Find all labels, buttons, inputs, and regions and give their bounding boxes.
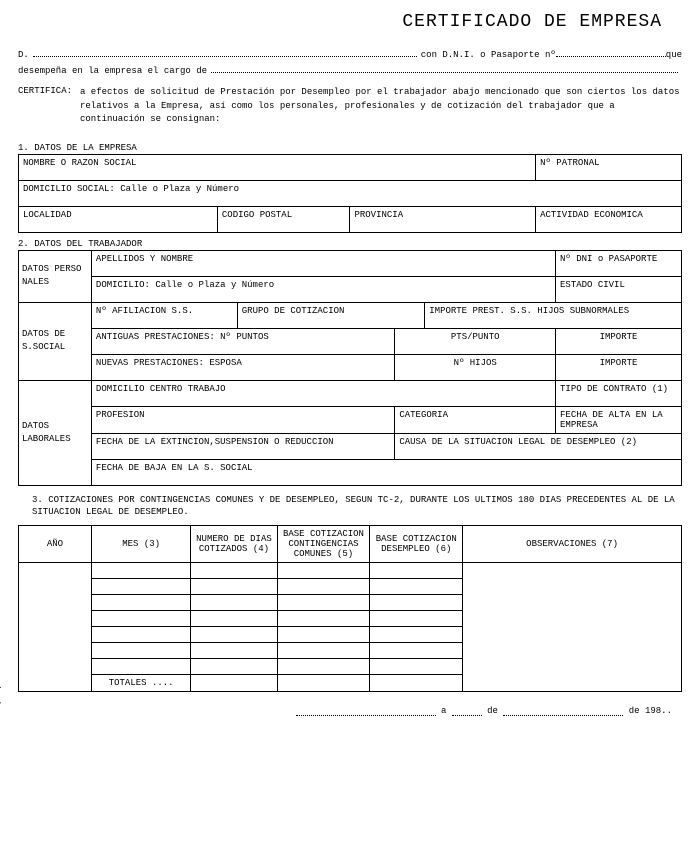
- cell[interactable]: [191, 562, 277, 578]
- cell[interactable]: [191, 626, 277, 642]
- cell[interactable]: [191, 674, 277, 691]
- fill-dots[interactable]: [296, 707, 436, 716]
- cargo-label: desempeña en la empresa el cargo de: [18, 66, 207, 76]
- cell[interactable]: [191, 610, 277, 626]
- cell-importe2[interactable]: IMPORTE: [556, 354, 682, 380]
- cell[interactable]: [370, 642, 463, 658]
- cell-profesion[interactable]: PROFESION: [91, 406, 394, 433]
- sig-de1: de: [487, 706, 498, 716]
- cell[interactable]: [191, 578, 277, 594]
- table-empresa: NOMBRE O RAZON SOCIAL Nº PATRONAL DOMICI…: [18, 154, 682, 233]
- cell[interactable]: [91, 610, 190, 626]
- cell-nuevas[interactable]: NUEVAS PRESTACIONES: ESPOSA: [91, 354, 394, 380]
- cell-baja[interactable]: FECHA DE BAJA EN LA S. SOCIAL: [91, 459, 681, 485]
- form-model-label: Mod. PR/2 (IV)-3-85: [0, 657, 2, 760]
- cell-hijos[interactable]: Nº HIJOS: [395, 354, 556, 380]
- cell[interactable]: [277, 610, 370, 626]
- cell[interactable]: [370, 674, 463, 691]
- cell-causa[interactable]: CAUSA DE LA SITUACION LEGAL DE DESEMPLEO…: [395, 433, 682, 459]
- cell[interactable]: [191, 658, 277, 674]
- cell[interactable]: [91, 642, 190, 658]
- cell[interactable]: [91, 562, 190, 578]
- line-cargo: desempeña en la empresa el cargo de: [18, 64, 682, 76]
- cell-obs[interactable]: [463, 562, 682, 691]
- cell[interactable]: [370, 578, 463, 594]
- cell[interactable]: [191, 642, 277, 658]
- cell[interactable]: [277, 578, 370, 594]
- que-label: que: [666, 50, 682, 60]
- col-base-d: BASE COTIZACION DESEMPLEO (6): [370, 525, 463, 562]
- cell-estado[interactable]: ESTADO CIVIL: [556, 276, 682, 302]
- fill-dots[interactable]: [452, 707, 482, 716]
- table-trabajador: DATOS PERSO NALES APELLIDOS Y NOMBRE Nº …: [18, 250, 682, 486]
- cell-laborales-label: DATOS LABORALES: [19, 380, 92, 485]
- cell-grupo[interactable]: GRUPO DE COTIZACION: [237, 302, 425, 328]
- cell-ssocial-label: DATOS DE S.SOCIAL: [19, 302, 92, 380]
- cell-categoria[interactable]: CATEGORIA: [395, 406, 556, 433]
- fill-dots[interactable]: [503, 707, 623, 716]
- cell-importe-sub[interactable]: IMPORTE PREST. S.S. HIJOS SUBNORMALES: [425, 302, 682, 328]
- cell-personales-label: DATOS PERSO NALES: [19, 250, 92, 302]
- cell-alta[interactable]: FECHA DE ALTA EN LA EMPRESA: [556, 406, 682, 433]
- cell-dni[interactable]: Nº DNI o PASAPORTE: [556, 250, 682, 276]
- certifica-label: CERTIFICA:: [18, 86, 80, 127]
- certifica-block: CERTIFICA: a efectos de solicitud de Pre…: [18, 86, 682, 127]
- cell-afiliacion[interactable]: Nº AFILIACION S.S.: [91, 302, 237, 328]
- fill-dots[interactable]: [556, 48, 666, 57]
- cell-actividad[interactable]: ACTIVIDAD ECONOMICA: [536, 206, 682, 232]
- cell-totales-label: TOTALES ....: [91, 674, 190, 691]
- cell-dom-centro[interactable]: DOMICILIO CENTRO TRABAJO: [91, 380, 555, 406]
- cell-localidad[interactable]: LOCALIDAD: [19, 206, 218, 232]
- cell-domicilio-social[interactable]: DOMICILIO SOCIAL: Calle o Plaza y Número: [19, 180, 682, 206]
- cell-antiguas[interactable]: ANTIGUAS PRESTACIONES: Nº PUNTOS: [91, 328, 394, 354]
- line-d: D. con D.N.I. o Pasaporte nº que: [18, 48, 682, 60]
- d-label: D.: [18, 50, 29, 60]
- cell[interactable]: [370, 626, 463, 642]
- cell-importe1[interactable]: IMPORTE: [556, 328, 682, 354]
- cell[interactable]: [370, 658, 463, 674]
- cell[interactable]: [277, 674, 370, 691]
- cell[interactable]: [91, 658, 190, 674]
- cell[interactable]: [91, 626, 190, 642]
- cell[interactable]: [277, 642, 370, 658]
- sig-a: a: [441, 706, 446, 716]
- cell-pts[interactable]: PTS/PUNTO: [395, 328, 556, 354]
- cell-domicilio-trab[interactable]: DOMICILIO: Calle o Plaza y Número: [91, 276, 555, 302]
- section1-header: 1. DATOS DE LA EMPRESA: [18, 143, 682, 153]
- cell[interactable]: [277, 594, 370, 610]
- cell-patronal[interactable]: Nº PATRONAL: [536, 154, 682, 180]
- cell-provincia[interactable]: PROVINCIA: [350, 206, 536, 232]
- cell-ano[interactable]: [19, 562, 92, 691]
- signature-line: a de de 198..: [18, 706, 682, 716]
- cell[interactable]: [91, 578, 190, 594]
- col-mes: MES (3): [91, 525, 190, 562]
- con-dni-label: con D.N.I. o Pasaporte nº: [421, 50, 556, 60]
- cell-cp[interactable]: CODIGO POSTAL: [217, 206, 350, 232]
- cell[interactable]: [370, 594, 463, 610]
- fill-dots[interactable]: [33, 48, 417, 57]
- page-title: CERTIFICADO DE EMPRESA: [18, 12, 682, 32]
- table-cotizaciones: AÑO MES (3) NUMERO DE DIAS COTIZADOS (4)…: [18, 525, 682, 692]
- cell[interactable]: [370, 562, 463, 578]
- fill-dots[interactable]: [211, 64, 678, 73]
- col-obs: OBSERVACIONES (7): [463, 525, 682, 562]
- certifica-body: a efectos de solicitud de Prestación por…: [80, 86, 682, 127]
- col-ano: AÑO: [19, 525, 92, 562]
- cell[interactable]: [91, 594, 190, 610]
- col-base-cc: BASE COTIZACION CONTINGENCIAS COMUNES (5…: [277, 525, 370, 562]
- col-dias: NUMERO DE DIAS COTIZADOS (4): [191, 525, 277, 562]
- cell[interactable]: [191, 594, 277, 610]
- cell-tipo-contrato[interactable]: TIPO DE CONTRATO (1): [556, 380, 682, 406]
- sig-de2: de 198..: [629, 706, 672, 716]
- cell[interactable]: [277, 562, 370, 578]
- cell[interactable]: [370, 610, 463, 626]
- cell[interactable]: [277, 658, 370, 674]
- cell-extincion[interactable]: FECHA DE LA EXTINCION,SUSPENSION O REDUC…: [91, 433, 394, 459]
- section3-header: 3. COTIZACIONES POR CONTINGENCIAS COMUNE…: [32, 494, 682, 519]
- section2-header: 2. DATOS DEL TRABAJADOR: [18, 239, 682, 249]
- cell-apellidos[interactable]: APELLIDOS Y NOMBRE: [91, 250, 555, 276]
- cell-nombre[interactable]: NOMBRE O RAZON SOCIAL: [19, 154, 536, 180]
- cell[interactable]: [277, 626, 370, 642]
